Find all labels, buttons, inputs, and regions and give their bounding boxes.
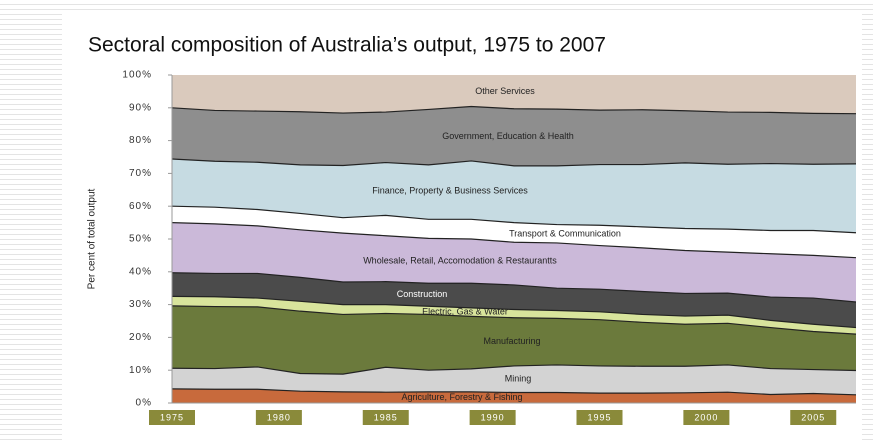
boundary-line <box>171 364 857 375</box>
series-label: Government, Education & Health <box>442 131 574 141</box>
y-tick-label: 70% <box>129 168 152 179</box>
x-tick-label: 1990 <box>481 412 505 422</box>
boundary-line <box>171 158 857 167</box>
area <box>172 296 856 335</box>
series-label: Wholesale, Retail, Accomodation & Restau… <box>363 255 557 265</box>
y-tick-label: 10% <box>129 365 152 376</box>
x-tick <box>255 410 302 425</box>
x-tick-label: 1980 <box>267 412 291 422</box>
boundary-line <box>171 105 857 115</box>
area <box>172 364 856 395</box>
area <box>172 158 856 233</box>
x-tick-label: 1995 <box>587 412 611 422</box>
x-tick <box>469 410 516 425</box>
decoration <box>0 0 873 14</box>
y-tick-label: 60% <box>129 201 152 212</box>
boundary-line <box>171 272 857 303</box>
area <box>172 75 856 114</box>
x-tick <box>149 410 195 425</box>
x-tick <box>362 410 409 425</box>
boundary-line <box>171 305 857 335</box>
boundary-line <box>171 205 857 234</box>
decoration <box>0 0 62 443</box>
series-label: Agriculture, Forestry & Fishing <box>401 392 522 402</box>
area <box>172 272 856 328</box>
area <box>172 222 856 302</box>
x-tick-label: 2005 <box>801 412 825 422</box>
area <box>172 305 856 375</box>
y-tick-label: 80% <box>129 135 152 146</box>
y-tick-label: 100% <box>122 70 152 81</box>
boundary-line <box>171 388 857 396</box>
x-tick-label: 1975 <box>160 412 184 422</box>
series-label: Construction <box>397 289 448 299</box>
y-tick-label: 50% <box>129 234 152 245</box>
boundary-line <box>171 295 857 329</box>
y-tick-label: 40% <box>129 266 152 277</box>
x-tick <box>683 410 730 425</box>
series-label: Mining <box>505 374 532 384</box>
y-tick-label: 0% <box>136 398 152 409</box>
x-tick <box>790 410 837 425</box>
decoration <box>862 0 873 443</box>
y-tick-label: 30% <box>129 299 152 310</box>
area <box>172 206 856 258</box>
series-label: Other Services <box>475 86 535 96</box>
series-label: Transport & Communication <box>509 228 621 238</box>
x-tick <box>576 410 623 425</box>
series-label: Manufacturing <box>483 336 540 346</box>
area <box>172 106 856 166</box>
series-label: Electric, Gas & Water <box>422 306 508 316</box>
series-label: Finance, Property & Business Services <box>372 185 528 195</box>
x-tick-label: 1985 <box>374 412 398 422</box>
y-tick-label: 90% <box>129 102 152 113</box>
x-tick-label: 2000 <box>694 412 718 422</box>
y-axis-label: Per cent of total output <box>87 188 98 289</box>
chart-title: Sectoral composition of Australia’s outp… <box>88 34 606 57</box>
boundary-line <box>171 222 857 259</box>
y-tick-label: 20% <box>129 332 152 343</box>
